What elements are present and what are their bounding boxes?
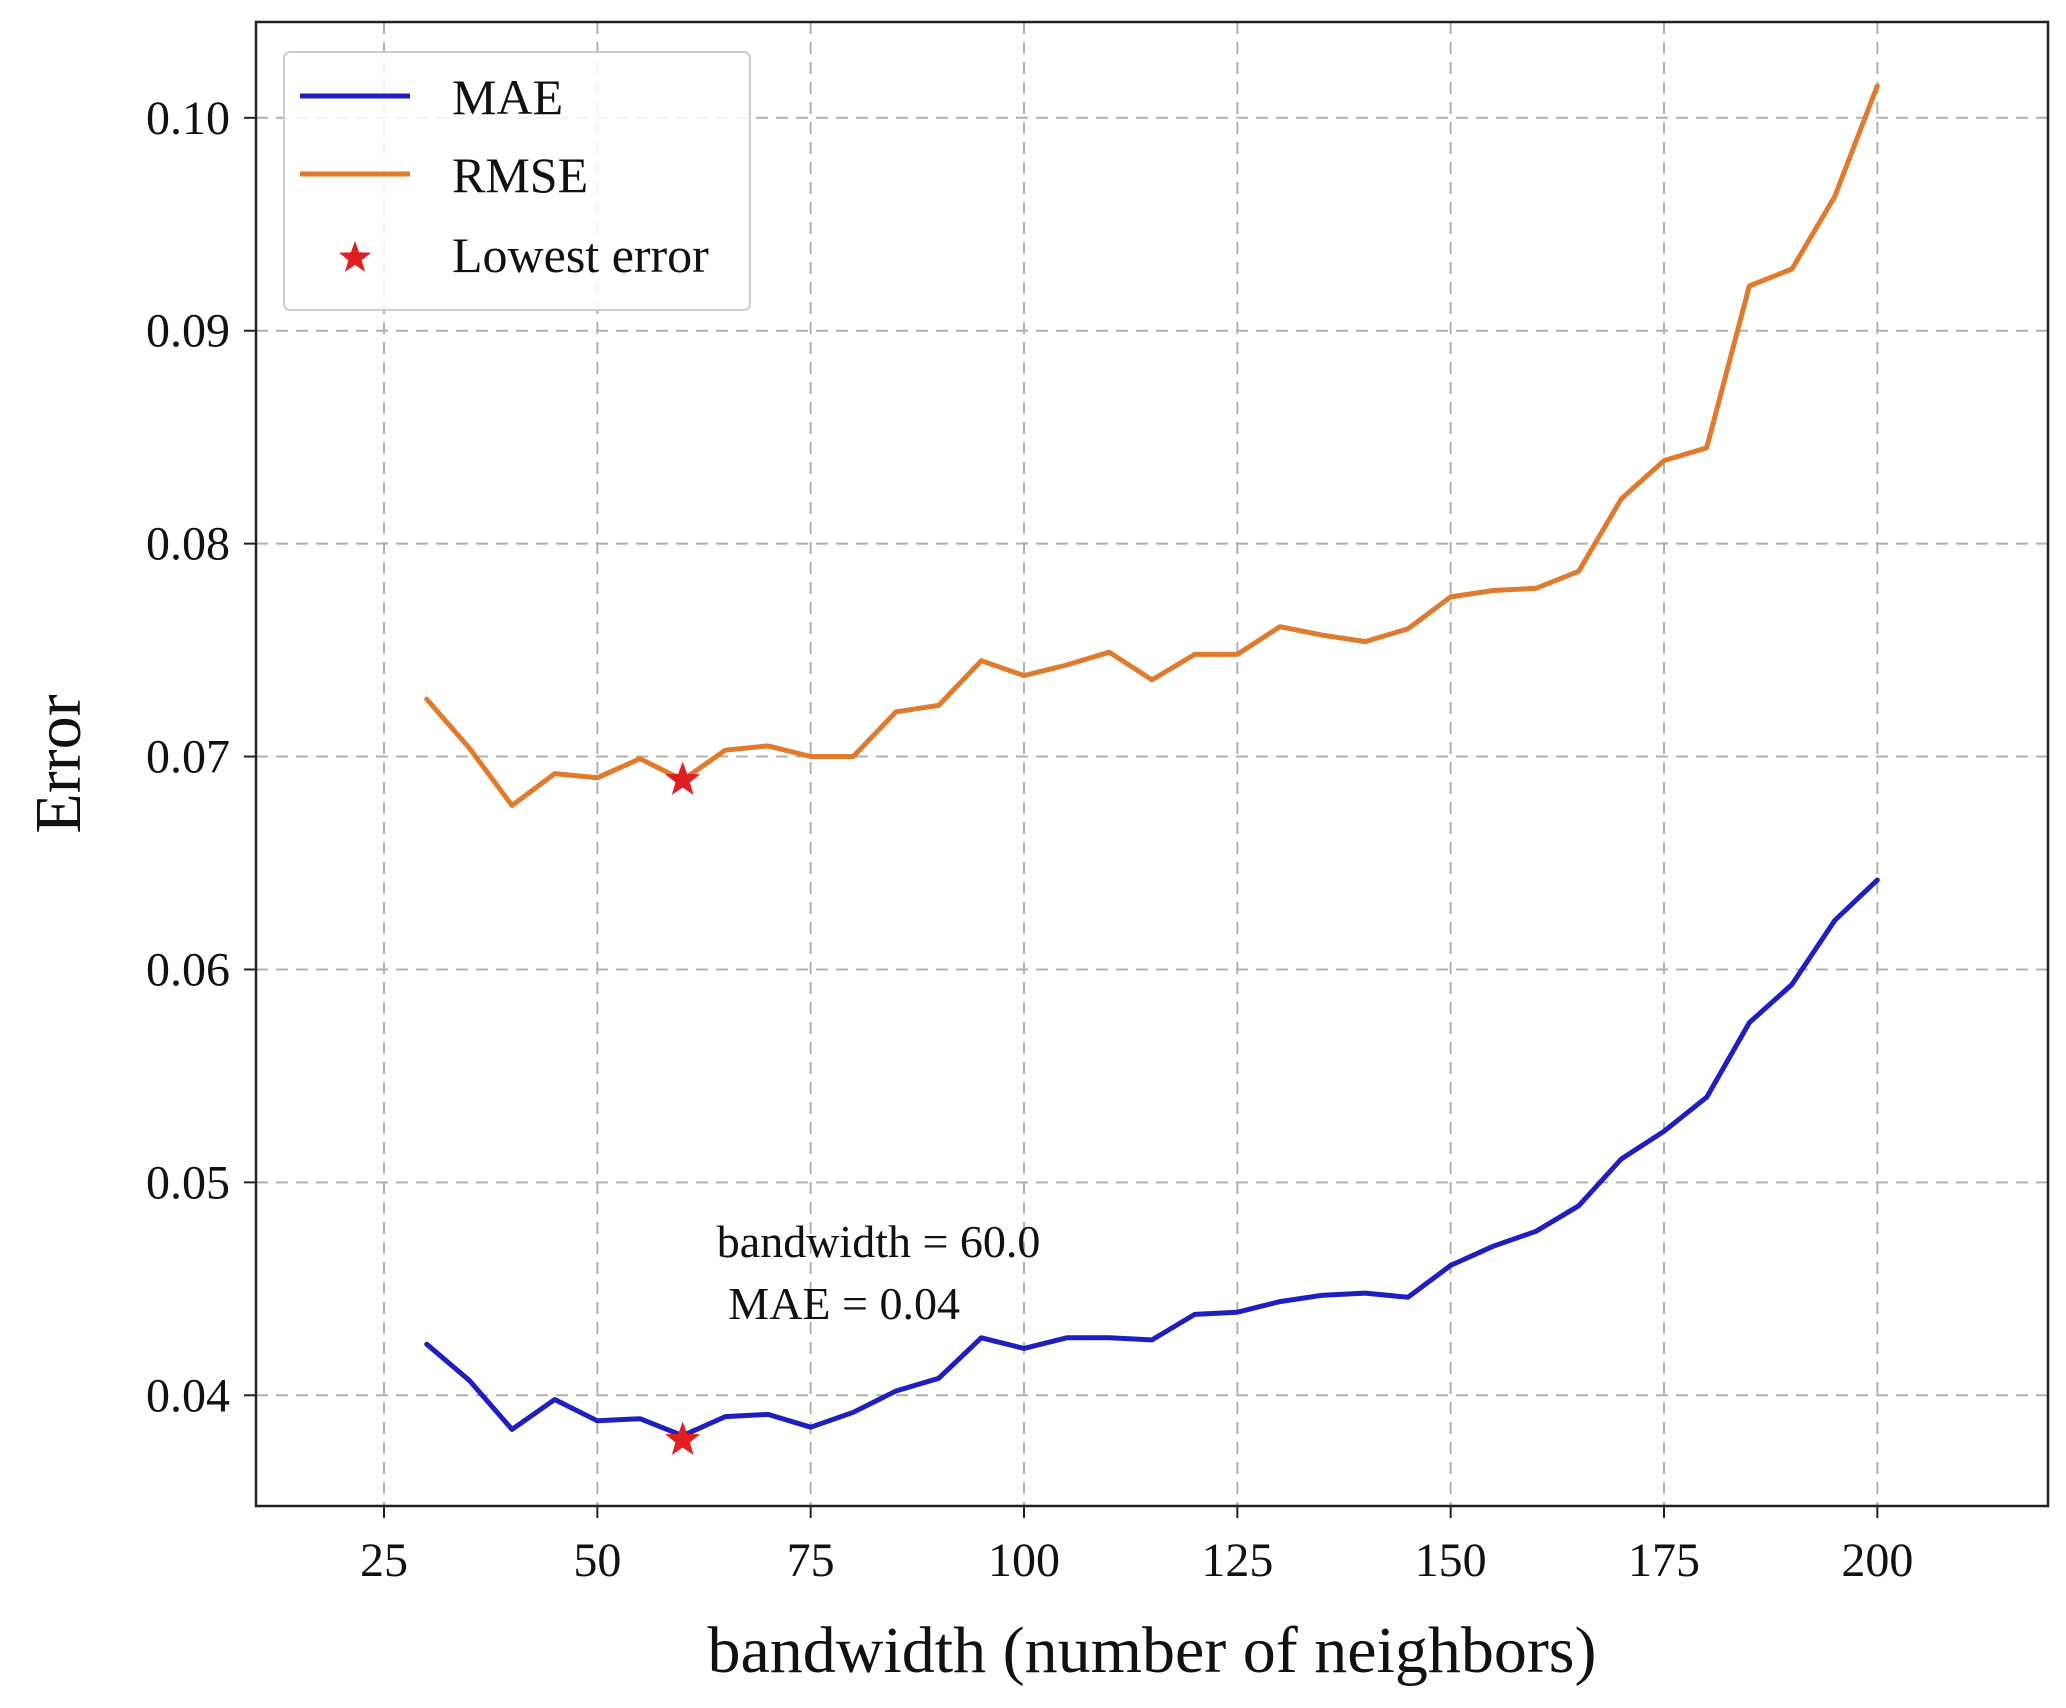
legend-label-mae: MAE (452, 69, 563, 125)
y-tick-label: 0.10 (146, 92, 230, 145)
x-tick-label: 25 (360, 1534, 408, 1587)
lowest-error-marker-rmse (665, 761, 701, 795)
y-tick-label: 0.09 (146, 305, 230, 358)
y-axis-label: Error (22, 694, 95, 833)
annotation-layer: bandwidth = 60.0 MAE = 0.04 (717, 1216, 1041, 1329)
legend: MAE RMSE Lowest error (283, 51, 751, 311)
marker-layer (665, 761, 701, 1455)
plot-frame (254, 20, 2050, 1508)
series-line-rmse (424, 83, 1880, 808)
lowest-error-marker-mae (665, 1421, 701, 1455)
y-tick-label: 0.05 (146, 1156, 230, 1209)
x-tick-label: 200 (1841, 1534, 1913, 1587)
legend-label-lowest-error: Lowest error (452, 227, 709, 283)
x-tick-label: 175 (1628, 1534, 1700, 1587)
y-tick-label: 0.07 (146, 731, 230, 784)
legend-label-rmse: RMSE (452, 147, 588, 203)
x-tick-label: 75 (787, 1534, 835, 1587)
series-line-mae (424, 877, 1880, 1439)
x-axis-label: bandwidth (number of neighbors) (708, 1614, 1597, 1687)
x-tick-label: 125 (1201, 1534, 1273, 1587)
legend-box (283, 51, 751, 311)
series-layer (424, 83, 1880, 1439)
annotation-line-2: MAE = 0.04 (717, 1278, 960, 1329)
legend-star-icon (338, 241, 372, 272)
y-tick-label: 0.06 (146, 943, 230, 996)
y-tick-label: 0.08 (146, 518, 230, 571)
y-tick-label: 0.04 (146, 1369, 230, 1422)
x-tick-label: 100 (988, 1534, 1060, 1587)
annotation-line-1: bandwidth = 60.0 (717, 1216, 1041, 1267)
x-tick-label: 150 (1415, 1534, 1487, 1587)
tick-layer: 25 50 75 100 125 150 175 200 0.04 0.05 0.06 0.07 0.0… (146, 92, 1913, 1587)
x-tick-label: 50 (573, 1534, 621, 1587)
